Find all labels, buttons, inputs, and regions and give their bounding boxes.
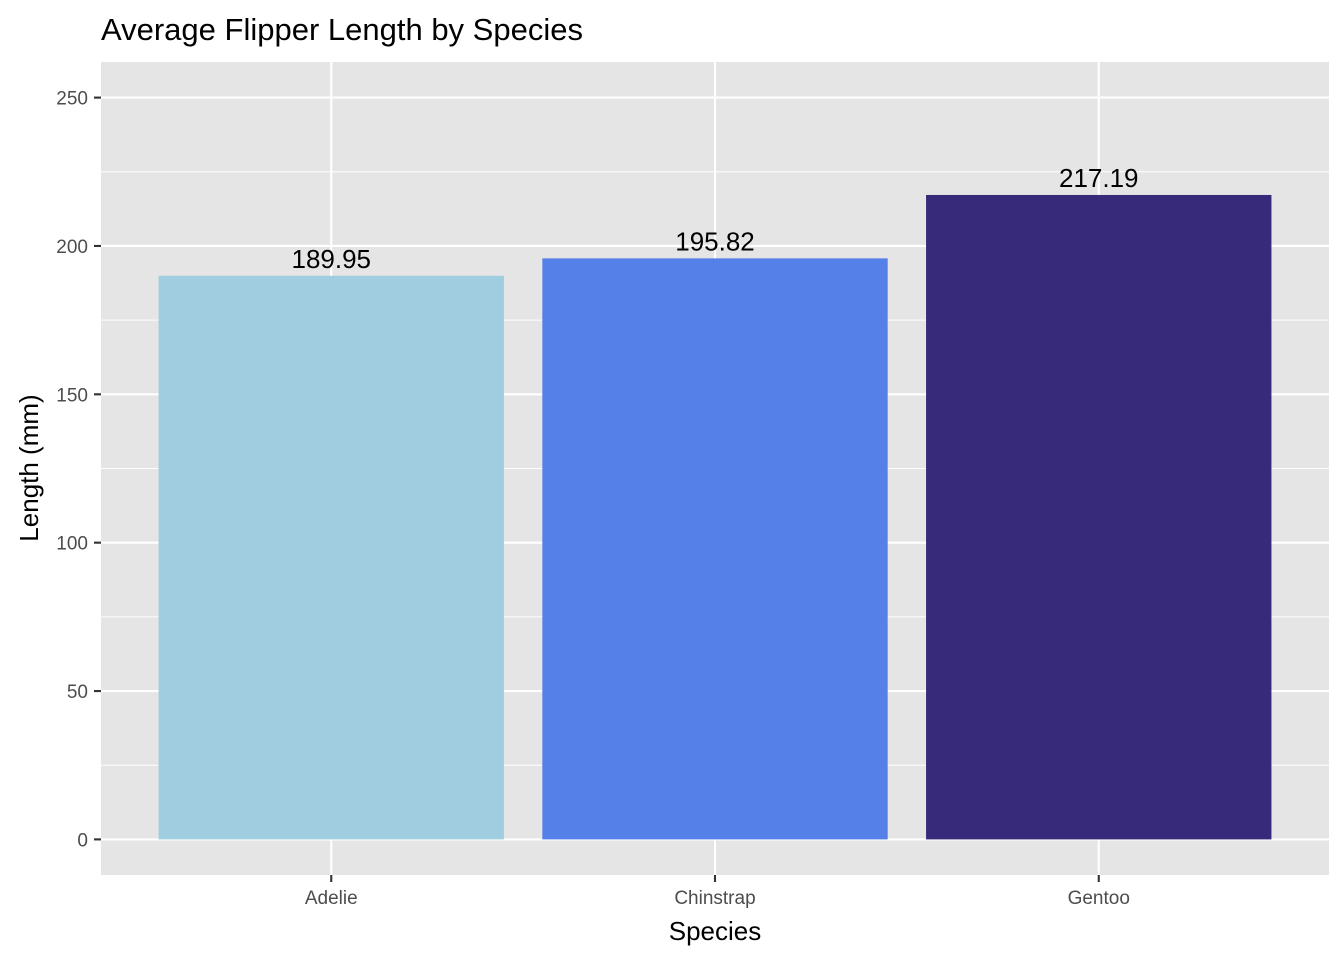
y-tick-label: 200 — [56, 237, 88, 258]
y-axis-title: Length (mm) — [14, 394, 44, 541]
x-tick-label: Adelie — [305, 888, 358, 909]
y-tick-label: 100 — [56, 534, 88, 555]
x-tick-label: Chinstrap — [674, 888, 755, 909]
y-tick-label: 50 — [67, 682, 88, 703]
x-axis-title: Species — [669, 916, 762, 946]
chart-title: Average Flipper Length by Species — [101, 12, 583, 47]
x-axis: Adelie Chinstrap Gentoo — [305, 875, 1130, 909]
y-tick-label: 150 — [56, 385, 88, 406]
data-label-chinstrap: 195.82 — [675, 226, 755, 256]
data-label-adelie: 189.95 — [291, 244, 371, 274]
bar-gentoo — [926, 194, 1272, 840]
y-tick-label: 250 — [56, 89, 88, 110]
bar-chinstrap — [542, 258, 888, 840]
data-labels: 189.95 195.82 217.19 — [291, 163, 1138, 274]
x-tick-label: Gentoo — [1068, 888, 1130, 909]
y-axis: 0 50 100 150 200 250 — [56, 89, 101, 851]
y-tick-label: 0 — [77, 830, 88, 851]
bar-adelie — [158, 275, 504, 840]
bars — [158, 194, 1272, 840]
data-label-gentoo: 217.19 — [1059, 163, 1139, 193]
